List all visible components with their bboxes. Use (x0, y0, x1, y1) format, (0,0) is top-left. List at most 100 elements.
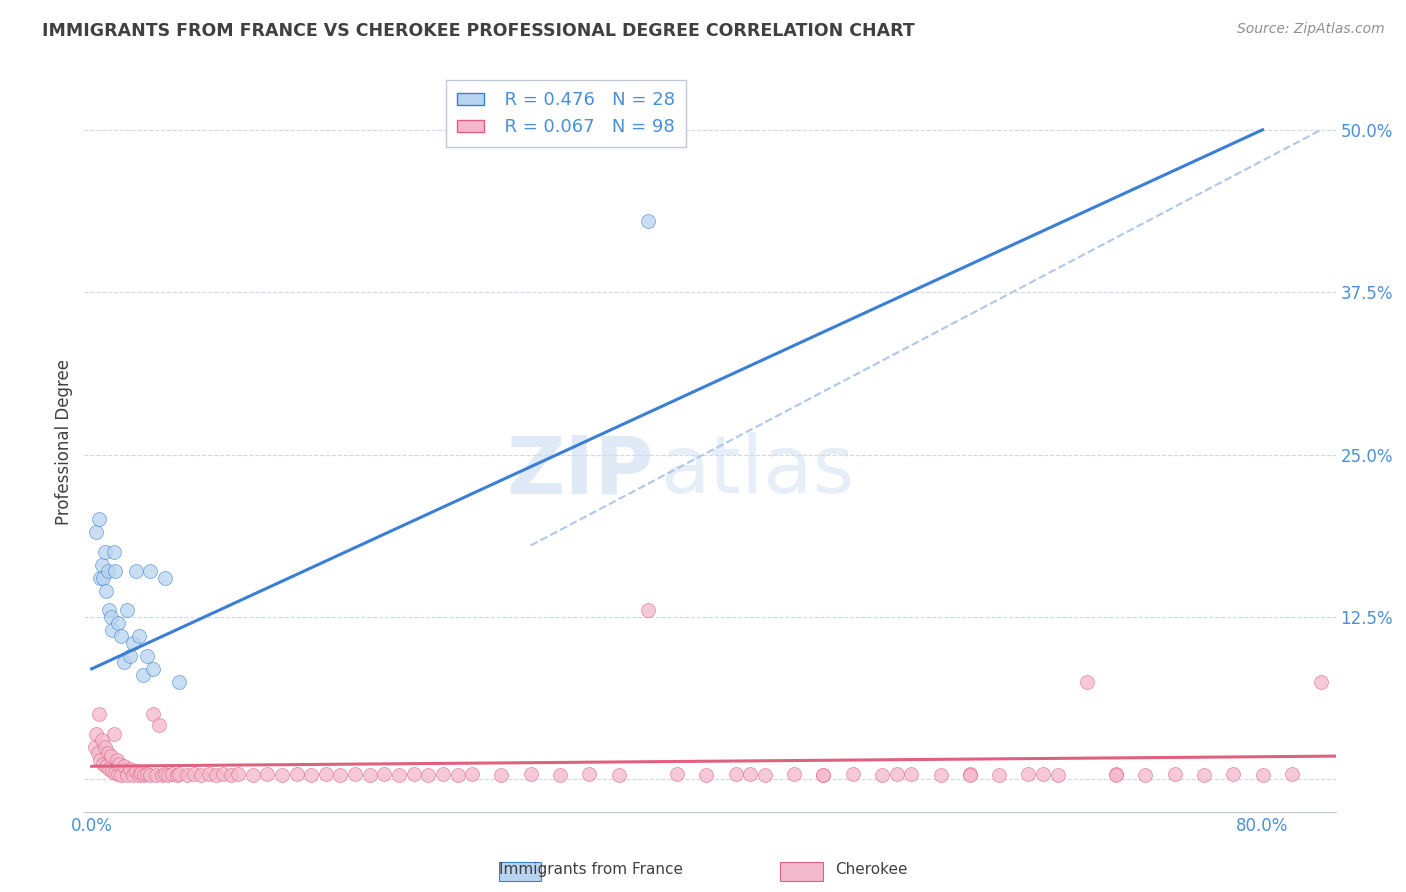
Point (1032, 767, 1054, 781)
Point (131, 765, 153, 780)
Point (136, 767, 159, 781)
Point (344, 767, 367, 781)
Point (93, 756, 115, 771)
Point (100, 748, 122, 763)
Point (607, 768, 630, 782)
Point (94, 739, 117, 754)
Point (142, 662, 165, 676)
Point (121, 768, 143, 782)
Point (104, 565, 127, 579)
Point (176, 768, 198, 782)
Point (637, 213, 659, 227)
Point (1163, 767, 1185, 781)
Point (97, 565, 120, 579)
Text: IMMIGRANTS FROM FRANCE VS CHEROKEE PROFESSIONAL DEGREE CORRELATION CHART: IMMIGRANTS FROM FRANCE VS CHEROKEE PROFE… (42, 22, 915, 40)
Point (156, 768, 179, 782)
Point (271, 768, 294, 782)
Point (93, 571, 115, 585)
Point (1310, 674, 1333, 689)
Point (205, 768, 228, 782)
Point (139, 768, 162, 782)
Point (150, 768, 173, 782)
Point (107, 767, 129, 781)
Point (242, 768, 264, 782)
Point (100, 610, 122, 624)
Point (219, 768, 242, 782)
Point (128, 768, 150, 782)
Point (226, 767, 249, 781)
Point (1076, 674, 1098, 689)
Point (929, 768, 952, 782)
Point (94, 545, 117, 559)
Point (1192, 768, 1215, 782)
Point (1135, 768, 1157, 782)
Point (104, 765, 127, 780)
Point (148, 717, 170, 731)
Point (959, 767, 981, 781)
Point (98, 762, 121, 776)
Point (115, 768, 138, 782)
Point (724, 767, 747, 781)
Point (89, 571, 111, 585)
Point (110, 768, 132, 782)
Point (101, 764, 124, 779)
Point (166, 768, 188, 782)
Point (783, 767, 806, 781)
Point (402, 767, 425, 781)
Point (285, 767, 308, 781)
Point (134, 768, 156, 782)
Point (169, 674, 191, 689)
Point (841, 767, 863, 781)
Point (96, 583, 118, 598)
Point (89, 753, 111, 767)
Point (153, 767, 176, 781)
Point (124, 764, 146, 779)
Point (329, 768, 352, 782)
Point (666, 767, 689, 781)
Point (90, 558, 112, 572)
Point (115, 603, 138, 617)
Point (432, 767, 454, 781)
Point (197, 767, 219, 781)
Point (97, 746, 120, 760)
Point (900, 767, 922, 781)
Y-axis label: Professional Degree: Professional Degree (55, 359, 73, 524)
Point (121, 636, 143, 650)
Text: ZIP: ZIP (506, 432, 654, 510)
Point (84, 727, 107, 741)
Point (212, 767, 235, 781)
Point (142, 707, 165, 722)
Point (105, 753, 128, 767)
Point (107, 616, 129, 631)
Point (169, 767, 191, 781)
Point (373, 767, 395, 781)
Point (83, 739, 105, 754)
Text: Cherokee: Cherokee (835, 863, 908, 877)
Point (124, 565, 146, 579)
Point (1251, 768, 1274, 782)
Point (1017, 767, 1039, 781)
Point (96, 759, 118, 773)
Point (637, 603, 659, 617)
Point (988, 768, 1011, 782)
Point (886, 767, 908, 781)
Point (112, 759, 135, 773)
Point (740, 767, 762, 781)
Point (108, 756, 131, 771)
Point (90, 733, 112, 747)
Point (118, 762, 141, 776)
Point (461, 767, 484, 781)
Point (110, 629, 132, 643)
Point (103, 727, 125, 741)
Point (87, 512, 110, 526)
Point (446, 768, 468, 782)
Point (183, 767, 205, 781)
Point (1222, 767, 1244, 781)
Point (548, 768, 571, 782)
Point (754, 768, 776, 782)
Point (1046, 768, 1069, 782)
Point (578, 767, 600, 781)
Point (315, 767, 337, 781)
Text: Source: ZipAtlas.com: Source: ZipAtlas.com (1237, 22, 1385, 37)
Point (870, 768, 893, 782)
